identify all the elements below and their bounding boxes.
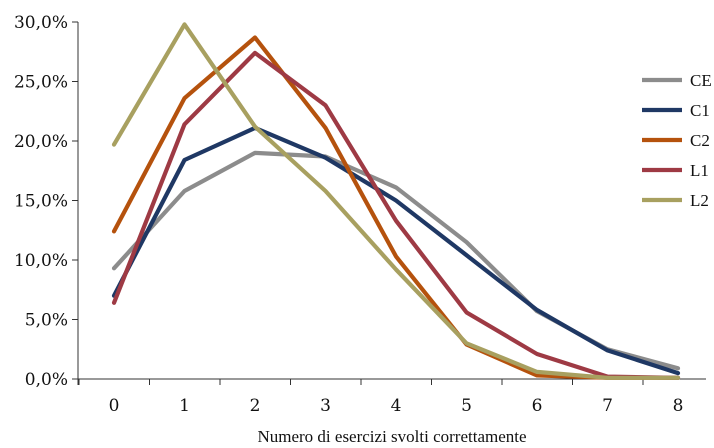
y-tick-label: 15,0% xyxy=(14,192,68,212)
legend-label-c1: C1 xyxy=(690,101,710,120)
x-tick-label: 6 xyxy=(532,396,543,416)
series-lines xyxy=(111,22,681,380)
legend-label-l1: L1 xyxy=(690,161,709,180)
y-tick-label: 25,0% xyxy=(14,73,68,93)
legend: CE C1 C2 L1 L2 xyxy=(642,71,712,210)
y-tick-label: 0,0% xyxy=(25,370,68,390)
x-tick-label: 7 xyxy=(602,396,613,416)
axes: 0,0% 5,0% 10,0% 15,0% 20,0% 25,0% 30,0% 0 1 2 3 4 5 6… xyxy=(14,13,706,416)
series-line-c2 xyxy=(111,35,681,380)
x-axis-title: Numero di esercizi svolti correttamente xyxy=(257,427,526,446)
series-line-c1 xyxy=(111,125,681,376)
x-tick-label: 4 xyxy=(391,396,402,416)
legend-label-c2: C2 xyxy=(690,131,710,150)
x-tick-label: 2 xyxy=(250,396,261,416)
series-line-l2 xyxy=(111,22,681,380)
series-line-ce xyxy=(111,150,681,371)
y-tick-label: 10,0% xyxy=(14,251,68,271)
y-tick-label: 30,0% xyxy=(14,13,68,33)
x-tick-label: 3 xyxy=(320,396,331,416)
x-tick-label: 1 xyxy=(179,396,190,416)
series-line-l1 xyxy=(111,50,681,380)
legend-label-l2: L2 xyxy=(690,191,709,210)
y-tick-label: 5,0% xyxy=(25,311,68,331)
x-tick-label: 0 xyxy=(109,396,120,416)
x-tick-label: 8 xyxy=(673,396,684,416)
legend-label-ce: CE xyxy=(690,71,712,90)
y-tick-label: 20,0% xyxy=(14,132,68,152)
x-tick-label: 5 xyxy=(461,396,472,416)
